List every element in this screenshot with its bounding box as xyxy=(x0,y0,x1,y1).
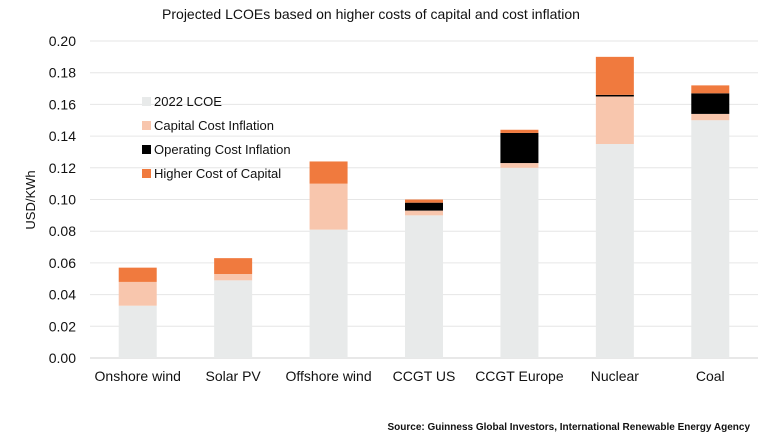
bar-segment xyxy=(691,113,730,121)
bar-segment xyxy=(309,161,348,184)
y-tick-label: 0.16 xyxy=(49,96,76,112)
bar-segment xyxy=(118,305,157,358)
bar-segment xyxy=(214,258,253,274)
source-note: Source: Guinness Global Investors, Inter… xyxy=(388,422,751,433)
bar-stack xyxy=(691,85,730,358)
bar-segment xyxy=(118,281,157,306)
x-category-label: CCGT US xyxy=(393,368,456,384)
bar-segment xyxy=(691,85,730,94)
bar-stack xyxy=(118,267,157,358)
x-category-label: Nuclear xyxy=(591,368,640,384)
bar-segment xyxy=(405,199,443,203)
bar-segment xyxy=(595,96,634,145)
legend-label: Higher Cost of Capital xyxy=(154,166,281,181)
y-tick-label: 0.14 xyxy=(49,128,76,144)
legend-swatch xyxy=(142,145,151,154)
bar-stack xyxy=(214,258,253,358)
bar-segment xyxy=(118,267,157,282)
y-tick-label: 0.00 xyxy=(49,350,76,366)
x-category-label: Coal xyxy=(696,368,725,384)
legend: 2022 LCOE Capital Cost Inflation Operating… xyxy=(142,94,291,181)
x-category-label: CCGT Europe xyxy=(475,368,564,384)
bar-segment xyxy=(405,215,443,358)
bar-segment xyxy=(500,167,539,358)
bar-segment xyxy=(214,273,253,281)
legend-swatch xyxy=(142,121,151,130)
bar-segment xyxy=(309,229,348,358)
y-tick-label: 0.04 xyxy=(49,287,76,303)
bar-stack xyxy=(595,56,634,358)
y-tick-label: 0.18 xyxy=(49,65,76,81)
legend-label: 2022 LCOE xyxy=(154,94,222,109)
y-tick-label: 0.20 xyxy=(49,33,76,49)
bar-segment xyxy=(691,93,730,114)
bar-stack xyxy=(309,161,348,358)
bar-stack xyxy=(500,129,539,358)
y-tick-label: 0.06 xyxy=(49,255,76,271)
bars xyxy=(118,56,730,358)
chart-title: Projected LCOEs based on higher costs of… xyxy=(162,6,580,22)
y-tick-label: 0.08 xyxy=(49,223,76,239)
bar-segment xyxy=(500,132,539,164)
bar-segment xyxy=(500,163,539,168)
y-axis-title: USD/KWh xyxy=(23,170,38,229)
bar-segment xyxy=(500,129,539,133)
x-category-label: Solar PV xyxy=(206,368,262,384)
y-axis-ticks: 0.00 0.02 0.04 0.06 0.08 0.10 0.12 0.14 0.16 0.18… xyxy=(49,33,76,366)
bar-segment xyxy=(595,144,634,358)
y-tick-label: 0.02 xyxy=(49,318,76,334)
bar-segment xyxy=(214,280,253,358)
x-category-label: Onshore wind xyxy=(95,368,181,384)
x-category-label: Offshore wind xyxy=(286,368,372,384)
bar-segment xyxy=(309,183,348,230)
bar-segment xyxy=(595,56,634,95)
bar-segment xyxy=(691,120,730,358)
legend-label: Operating Cost Inflation xyxy=(154,142,291,157)
y-tick-label: 0.12 xyxy=(49,160,76,176)
legend-swatch xyxy=(142,97,151,106)
bar-segment xyxy=(595,94,634,97)
y-tick-label: 0.10 xyxy=(49,192,76,208)
legend-label: Capital Cost Inflation xyxy=(154,118,274,133)
bar-segment xyxy=(405,202,443,211)
legend-swatch xyxy=(142,169,151,178)
x-axis-categories: Onshore wind Solar PV Offshore wind CCGT US… xyxy=(95,368,725,384)
bar-stack xyxy=(405,199,443,358)
bar-segment xyxy=(405,210,443,216)
